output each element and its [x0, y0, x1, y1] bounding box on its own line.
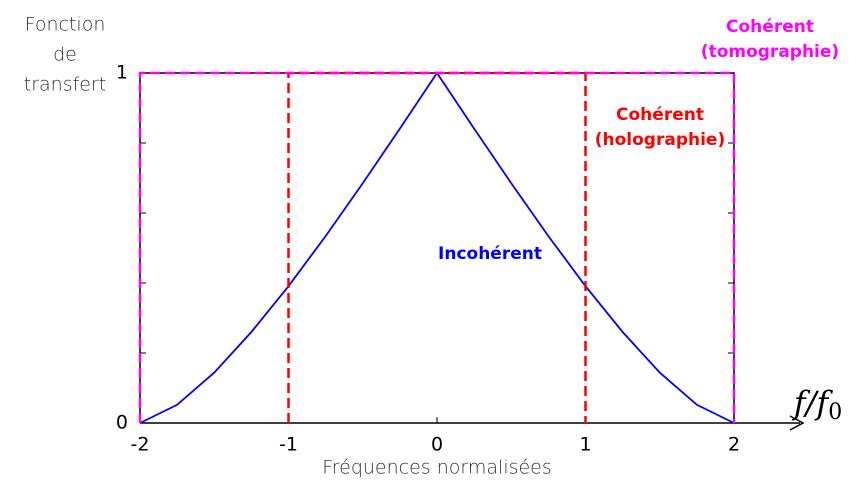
x-tick-label: 2 — [728, 434, 740, 456]
y-tick-label: 1 — [116, 62, 128, 84]
x-axis-label: Fréquences normalisées — [322, 457, 552, 479]
x-symbol-sub: 0 — [828, 400, 842, 425]
x-symbol-base: f/f — [792, 384, 834, 422]
y-tick-label: 0 — [116, 412, 128, 434]
series-label: Cohérent — [616, 105, 704, 125]
y-axis-label: de — [53, 44, 77, 66]
series-line — [139, 71, 735, 424]
x-tick-label: -2 — [131, 434, 150, 456]
x-tick-label: 0 — [431, 434, 443, 456]
series-label: (tomographie) — [701, 42, 839, 62]
y-axis-label: transfert — [24, 74, 107, 96]
y-axis-label: Fonction — [25, 14, 106, 36]
x-tick-label: 1 — [579, 434, 591, 456]
series-line — [138, 71, 736, 423]
series-label: (holographie) — [595, 130, 725, 150]
frame — [139, 72, 735, 423]
x-tick-label: -1 — [279, 434, 298, 456]
series-label: Cohérent — [726, 17, 814, 37]
x-symbol: f/f0 — [792, 384, 842, 426]
x-axis-arrow — [789, 415, 805, 431]
series-label: Incohérent — [438, 244, 542, 264]
